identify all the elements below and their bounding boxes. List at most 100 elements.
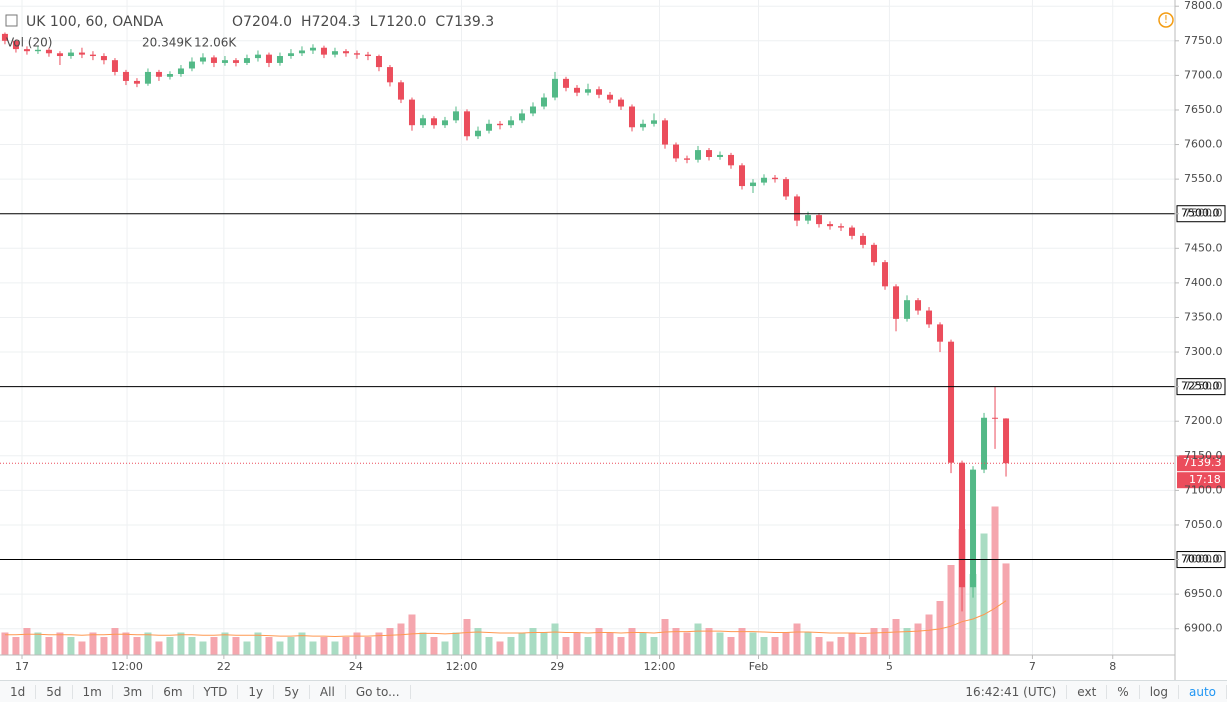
- range-button[interactable]: 6m: [153, 684, 194, 699]
- y-tick-label: 7700.0: [1184, 68, 1223, 81]
- candle-body: [662, 120, 669, 145]
- candle-body: [298, 50, 305, 54]
- ohlc-key: L: [370, 14, 378, 30]
- volume-bar: [375, 632, 383, 655]
- candle-body: [551, 78, 558, 98]
- option-button[interactable]: log: [1140, 684, 1179, 699]
- candle-body: [496, 123, 503, 126]
- candle-body: [199, 57, 206, 62]
- volume-bar: [606, 632, 614, 655]
- volume-bar: [221, 632, 229, 655]
- candle-body: [606, 94, 613, 100]
- candle-body: [838, 226, 845, 228]
- candle-body: [485, 123, 492, 131]
- clock: 16:42:41 (UTC): [955, 684, 1068, 699]
- volume-bar: [540, 632, 548, 655]
- range-button[interactable]: All: [310, 684, 346, 699]
- range-button[interactable]: 3m: [113, 684, 154, 699]
- volume-bar: [881, 628, 889, 655]
- candle-body: [408, 99, 415, 126]
- goto-button[interactable]: Go to...: [346, 684, 411, 699]
- volume-bar: [925, 614, 933, 655]
- candle-body: [992, 417, 999, 419]
- volume-bar: [56, 632, 64, 655]
- volume-bar: [650, 637, 658, 655]
- y-tick-label: 7600.0: [1184, 138, 1223, 151]
- candle-body: [463, 111, 470, 137]
- candle-body: [474, 130, 481, 137]
- y-tick-label: 7200.0: [1184, 414, 1223, 427]
- option-button[interactable]: %: [1107, 684, 1140, 699]
- ohlc-value: 7120.0: [377, 14, 426, 30]
- volume-bar: [452, 632, 460, 655]
- candle-body: [639, 123, 646, 128]
- volume-bar: [232, 637, 240, 655]
- candle-body: [133, 80, 140, 84]
- volume-bar: [793, 623, 801, 655]
- candle-body: [177, 68, 184, 75]
- y-tick-label: 6950.0: [1184, 587, 1223, 600]
- volume-bar: [89, 632, 97, 655]
- candle-body: [595, 89, 602, 95]
- volume-bar: [969, 574, 977, 655]
- volume-bar: [738, 628, 746, 655]
- volume-bar: [551, 623, 559, 655]
- candle-body: [904, 300, 911, 319]
- candle-body: [56, 53, 63, 57]
- volume-bar: [210, 637, 218, 655]
- candle-body: [706, 150, 713, 158]
- volume-bar: [320, 637, 328, 655]
- candle-body: [122, 71, 129, 81]
- collapse-icon[interactable]: [5, 14, 18, 27]
- volume-bar: [34, 632, 42, 655]
- volume-bar: [155, 641, 163, 655]
- x-tick-label: 24: [349, 660, 363, 673]
- volume-bar: [67, 637, 75, 655]
- candle-body: [144, 71, 151, 84]
- volume-bar: [815, 637, 823, 655]
- volume-legend-ma: 12.06K: [194, 36, 237, 50]
- y-tick-label: 7000.0: [1184, 553, 1223, 566]
- candle-body: [728, 154, 735, 166]
- volume-bar: [837, 637, 845, 655]
- volume-bar: [727, 637, 735, 655]
- volume-bar: [595, 628, 603, 655]
- x-tick-label: 29: [550, 660, 564, 673]
- range-button[interactable]: 5d: [36, 684, 73, 699]
- volume-bar: [111, 628, 119, 655]
- candle-body: [430, 118, 437, 126]
- candle-body: [827, 224, 834, 227]
- candle-body: [651, 120, 658, 124]
- candle-body: [276, 56, 283, 63]
- volume-bar: [474, 628, 482, 655]
- candle-body: [265, 54, 272, 63]
- volume-bar: [287, 637, 295, 655]
- option-button[interactable]: ext: [1067, 684, 1108, 699]
- candle-body: [320, 47, 327, 55]
- candle-body: [981, 417, 988, 470]
- candle-body: [695, 150, 702, 160]
- volume-bar: [331, 641, 339, 655]
- candle-body: [915, 300, 922, 311]
- alert-icon[interactable]: [1158, 12, 1174, 28]
- candle-body: [419, 118, 426, 126]
- candle-body: [860, 235, 867, 245]
- range-button[interactable]: YTD: [194, 684, 239, 699]
- volume-bar: [947, 565, 955, 655]
- range-button[interactable]: 1d: [0, 684, 37, 699]
- option-button[interactable]: auto: [1179, 684, 1227, 699]
- ohlc-key: O: [232, 14, 243, 30]
- volume-bar: [892, 619, 900, 655]
- candle-body: [111, 60, 118, 72]
- range-button[interactable]: 1m: [73, 684, 113, 699]
- range-button[interactable]: 5y: [274, 684, 310, 699]
- candle-body: [937, 324, 944, 342]
- volume-bar: [980, 533, 988, 655]
- volume-bar: [936, 601, 944, 655]
- candle-body: [893, 286, 900, 319]
- volume-bar: [870, 628, 878, 655]
- chart: UK 100, 60, OANDA O 7204.0 H 7204.3 L 7120.0 C…: [0, 0, 1227, 680]
- volume-bar: [144, 632, 152, 655]
- range-button[interactable]: 1y: [238, 684, 275, 699]
- candle-body: [794, 196, 801, 221]
